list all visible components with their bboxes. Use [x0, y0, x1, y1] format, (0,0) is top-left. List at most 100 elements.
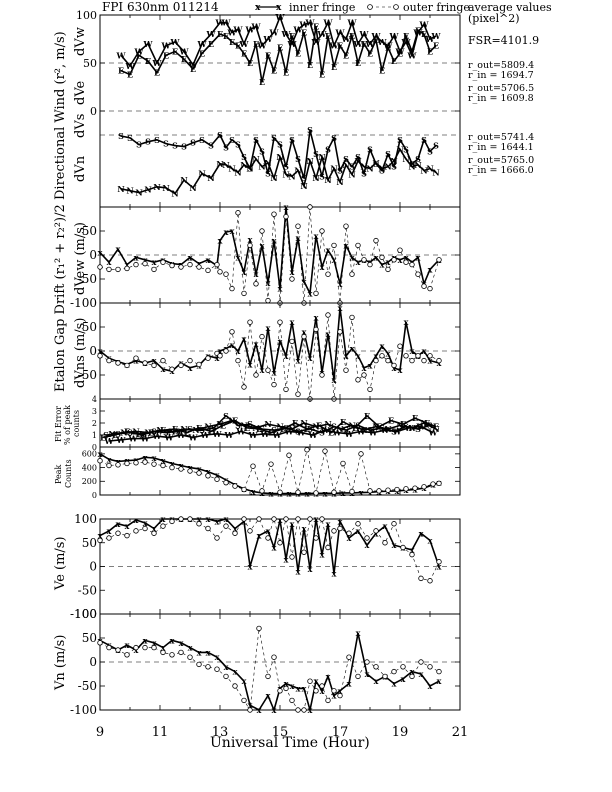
data-point: W: [176, 430, 187, 440]
data-point: W: [236, 426, 247, 436]
data-point: W: [332, 428, 343, 438]
data-point: S: [415, 154, 421, 164]
data-point: x: [332, 255, 337, 265]
data-point: x: [374, 351, 379, 361]
data-point: E: [208, 39, 214, 49]
data-point: N: [234, 167, 241, 177]
data-point: E: [388, 416, 394, 426]
data-point: E: [256, 424, 262, 434]
data-point: x: [416, 252, 421, 262]
data-point: [379, 353, 385, 359]
data-point: N: [168, 426, 175, 436]
data-point: E: [292, 418, 298, 428]
data-point: E: [241, 48, 247, 58]
data-point: x: [134, 455, 139, 465]
data-point: [160, 649, 166, 656]
data-point: [205, 664, 211, 670]
data-point: x: [188, 363, 193, 373]
legend-inner-label: inner fringe: [289, 1, 355, 14]
data-point: x: [224, 514, 229, 524]
data-point: [253, 372, 259, 378]
data-point: N: [252, 154, 259, 164]
data-point: S: [337, 166, 343, 176]
dve-label: dVe: [73, 80, 88, 105]
data-point: N: [192, 425, 199, 435]
data-point: [355, 242, 361, 249]
data-point: [412, 485, 418, 491]
data-point: E: [136, 50, 142, 60]
data-point: x: [290, 317, 295, 327]
data-point: [427, 285, 433, 292]
data-point: [205, 525, 211, 532]
data-point: S: [163, 139, 169, 149]
data-point: N: [432, 167, 439, 177]
data-point: [337, 692, 343, 699]
data-point: W: [212, 429, 223, 439]
data-point: [124, 532, 130, 539]
data-point: [436, 480, 442, 487]
data-point: N: [336, 177, 343, 187]
data-point: E: [421, 29, 427, 39]
y-tick-label: 1: [92, 431, 97, 440]
data-point: x: [392, 679, 397, 689]
data-point: [403, 259, 409, 265]
data-point: S: [397, 135, 403, 145]
data-point: [124, 652, 130, 658]
data-point: x: [362, 363, 367, 373]
r-in-3: r_in = 1644.1: [468, 142, 534, 153]
data-point: [277, 489, 283, 495]
data-point: x: [143, 635, 148, 645]
data-point: [115, 530, 121, 536]
data-point: N: [189, 183, 196, 193]
data-point: N: [264, 419, 271, 429]
data-point: [397, 343, 403, 349]
data-point: W: [206, 29, 217, 39]
data-point: x: [254, 269, 259, 279]
data-point: N: [126, 186, 133, 196]
data-point: E: [373, 35, 379, 45]
data-point: x: [248, 562, 253, 572]
data-point: [178, 264, 184, 270]
data-point: [313, 490, 319, 496]
data-point: N: [264, 158, 271, 168]
data-point: W: [311, 37, 322, 47]
data-point: E: [172, 46, 178, 56]
data-point: N: [372, 158, 379, 168]
data-point: x: [347, 533, 352, 543]
data-point: W: [425, 34, 436, 44]
data-point: W: [368, 428, 379, 438]
data-point: x: [347, 679, 352, 689]
data-point: [337, 525, 343, 532]
data-point: x: [236, 346, 241, 356]
data-point: W: [347, 18, 358, 28]
data-point: S: [319, 171, 325, 181]
data-point: [283, 213, 289, 220]
data-point: [232, 483, 238, 489]
fsr-label: FSR=4101.9: [468, 34, 539, 47]
data-point: x: [284, 351, 289, 361]
data-point: E: [385, 43, 391, 53]
data-point: x: [296, 233, 301, 243]
data-point: N: [228, 164, 235, 174]
data-point: N: [372, 422, 379, 432]
data-point: N: [384, 162, 391, 172]
data-point: [151, 644, 157, 651]
data-point: [430, 481, 436, 487]
data-point: N: [288, 424, 295, 434]
data-point: E: [328, 428, 334, 438]
data-point: [385, 266, 391, 273]
data-point: [376, 488, 382, 494]
data-point: x: [314, 514, 319, 524]
y-tick-label: 200: [82, 477, 97, 486]
data-point: [259, 333, 265, 340]
data-point: x: [365, 669, 370, 679]
data-point: [151, 266, 157, 273]
data-point: [217, 353, 223, 359]
data-point: [97, 264, 103, 270]
data-point: N: [396, 144, 403, 154]
data-point: W: [257, 41, 268, 51]
data-point: [382, 673, 388, 680]
data-point: [361, 257, 367, 263]
data-point: S: [271, 133, 277, 143]
